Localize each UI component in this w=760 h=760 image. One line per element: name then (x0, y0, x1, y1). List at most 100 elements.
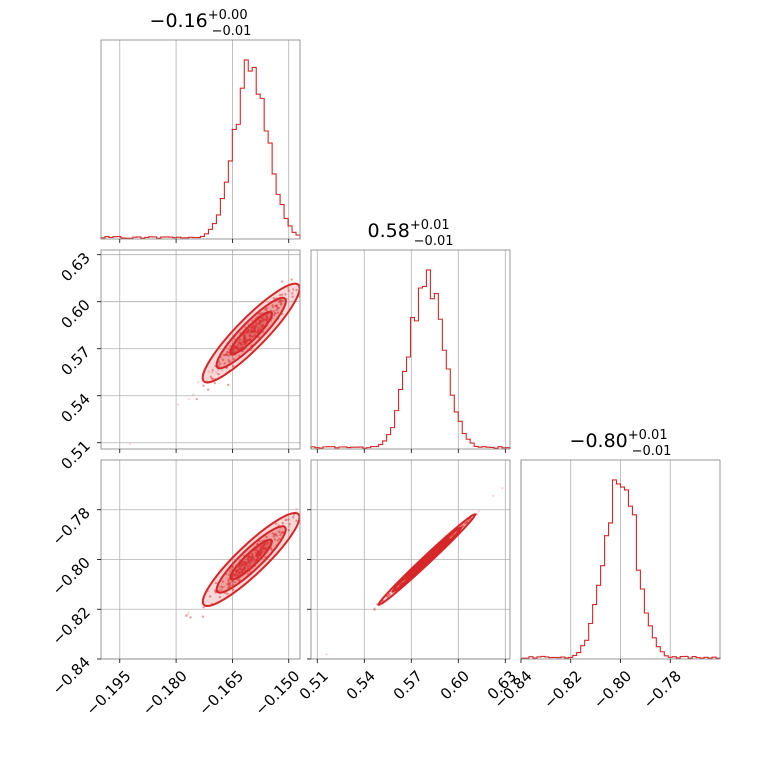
sample-point (228, 582, 231, 586)
sample-point (257, 555, 260, 558)
sample-point (197, 380, 200, 384)
sample-point (222, 353, 226, 357)
sample-point (248, 330, 251, 333)
sample-point (248, 558, 251, 562)
sample-point (245, 330, 249, 333)
sample-point (217, 589, 221, 592)
sample-point (243, 340, 246, 343)
sample-point (254, 551, 258, 554)
sample-point (259, 323, 263, 327)
sample-point (232, 346, 236, 349)
sample-point (247, 556, 251, 560)
sample-point (245, 562, 248, 565)
y-tick-label: 0.63 (57, 249, 93, 285)
sample-point (218, 586, 221, 589)
sample-point (267, 541, 270, 544)
sample-point (213, 381, 216, 385)
sample-point (251, 556, 254, 559)
sample-point (273, 534, 276, 537)
sample-point (220, 356, 223, 360)
sample-point (258, 546, 262, 549)
sample-point (264, 555, 267, 559)
sample-point (201, 615, 205, 618)
sample-point (234, 346, 238, 349)
x-tick-label: 0.60 (437, 667, 473, 703)
sample-point (258, 550, 261, 554)
density-1-0 (128, 278, 300, 446)
sample-point (272, 310, 275, 313)
sample-point (287, 518, 290, 521)
sample-point (226, 383, 230, 387)
sample-point (281, 521, 284, 525)
sample-point (256, 557, 259, 560)
sample-point (221, 586, 224, 589)
sample-point (244, 337, 247, 341)
sample-point (227, 359, 230, 362)
sample-point (186, 613, 190, 616)
sample-point (241, 341, 244, 344)
sample-point (279, 300, 283, 303)
sample-point (251, 553, 254, 556)
sample-point (242, 336, 246, 340)
sample-point (266, 543, 269, 546)
sample-point (462, 524, 466, 527)
sample-point (260, 546, 264, 549)
sample-point (213, 589, 217, 592)
sample-point (477, 510, 480, 513)
sample-point (291, 516, 295, 519)
sample-point (189, 616, 192, 619)
sample-point (241, 343, 244, 347)
sample-point (272, 297, 276, 300)
sample-point (236, 571, 239, 575)
sample-point (246, 331, 249, 334)
sample-point (242, 337, 246, 341)
x-tick-label: −0.195 (83, 667, 135, 719)
sample-point (245, 330, 248, 334)
histogram-0 (100, 59, 301, 239)
sample-point (244, 564, 247, 567)
sample-point (250, 330, 253, 334)
sample-point (262, 547, 265, 551)
sample-point (185, 614, 188, 617)
sample-point (272, 314, 276, 317)
sample-point (277, 306, 280, 310)
y-tick-label: −0.84 (49, 653, 94, 698)
sample-point (243, 562, 246, 565)
sample-point (300, 502, 302, 504)
sample-point (216, 368, 220, 372)
sample-point (243, 560, 247, 564)
sample-point (263, 543, 266, 546)
sample-point (249, 561, 253, 564)
sample-point (202, 384, 205, 387)
sample-point (269, 547, 273, 551)
sample-point (262, 330, 265, 334)
sample-point (253, 330, 256, 333)
sample-point (247, 559, 250, 563)
sample-point (256, 322, 259, 325)
sample-point (286, 286, 290, 290)
sample-point (257, 556, 260, 560)
sample-point (248, 334, 252, 337)
sample-point (273, 312, 277, 315)
sample-point (244, 560, 247, 564)
sample-point (256, 553, 259, 557)
sample-point (236, 345, 239, 348)
sample-point (227, 352, 231, 355)
sample-point (253, 333, 257, 337)
sample-point (249, 559, 253, 562)
sample-point (262, 545, 266, 548)
sample-point (214, 581, 218, 585)
x-tick-label: −0.80 (590, 667, 635, 712)
sample-point (240, 571, 244, 574)
sample-point (291, 292, 294, 295)
sample-point (231, 349, 234, 352)
sample-point (264, 308, 267, 311)
sample-point (238, 571, 241, 574)
sample-point (264, 546, 267, 549)
sample-point (250, 325, 253, 329)
sample-point (288, 525, 291, 528)
y-tick-label: −0.82 (49, 603, 94, 648)
sample-point (231, 566, 234, 569)
sample-point (257, 321, 261, 324)
sample-point (287, 289, 290, 292)
